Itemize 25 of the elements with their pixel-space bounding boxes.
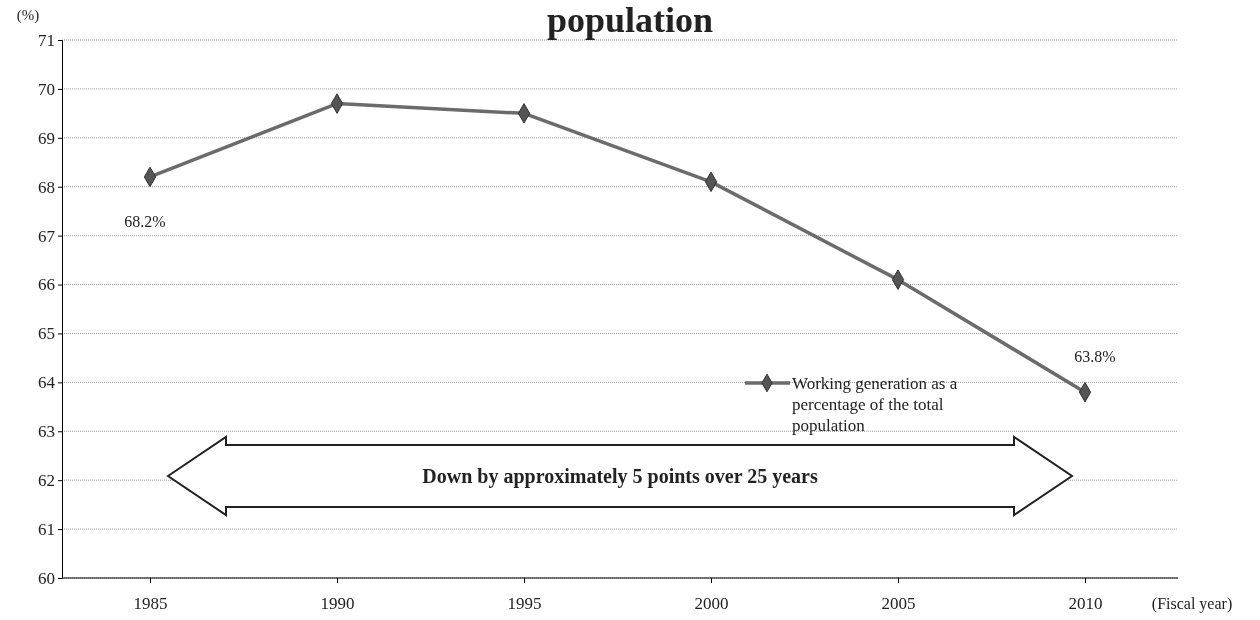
y-tick-label: 63 — [38, 422, 55, 442]
y-axis-title: (%) — [16, 7, 40, 24]
legend-label: Working generation as a percentage of the total population — [792, 374, 958, 435]
x-tick-label: 1990 — [320, 594, 355, 614]
y-tick-label: 71 — [38, 30, 55, 50]
x-tick-label: 1995 — [507, 594, 542, 614]
chart-title: population — [546, 0, 714, 40]
y-tick-label: 60 — [38, 568, 55, 588]
y-tick-label: 62 — [38, 471, 55, 491]
y-tick-label: 69 — [38, 128, 55, 148]
y-tick-label: 64 — [38, 373, 56, 393]
x-axis-title: (Fiscal year) — [1151, 595, 1233, 613]
x-tick-label: 2005 — [881, 594, 916, 614]
y-tick-label: 66 — [38, 275, 55, 295]
x-tick-label: 2010 — [1068, 594, 1103, 614]
x-tick-label: 1985 — [133, 594, 168, 614]
annotation: Down by approximately 5 points over 25 years — [422, 465, 818, 489]
y-tick-label: 67 — [38, 226, 56, 246]
data-label: 68.2% — [124, 212, 166, 230]
x-tick-label: 2000 — [694, 594, 729, 614]
y-tick-label: 70 — [38, 79, 55, 99]
data-label: 63.8% — [1074, 348, 1116, 366]
y-tick-label: 68 — [38, 177, 55, 197]
y-tick-label: 61 — [38, 520, 55, 540]
y-tick-label: 65 — [38, 324, 55, 344]
